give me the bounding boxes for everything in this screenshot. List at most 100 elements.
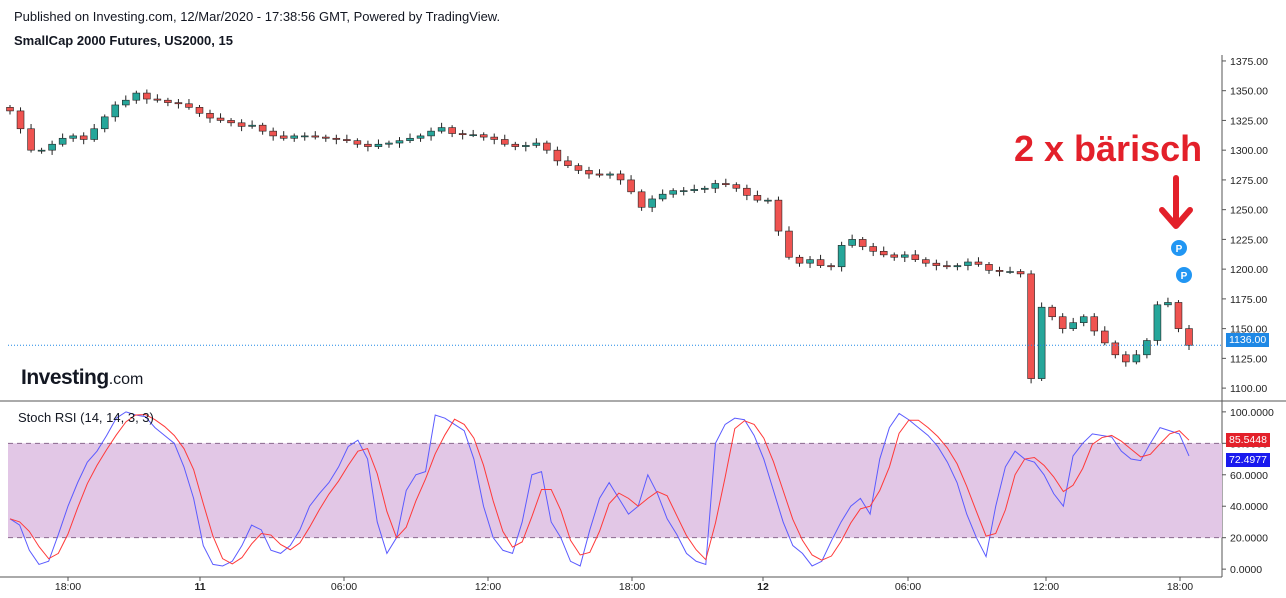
candle-body	[995, 270, 1004, 272]
candle-body	[185, 103, 193, 108]
price-tick-label: 1100.00	[1230, 383, 1267, 395]
candle-body	[932, 262, 941, 266]
candle-body	[100, 116, 109, 130]
candle-body	[774, 199, 783, 232]
candle-body	[637, 191, 646, 208]
candle-body	[564, 160, 572, 166]
candle-body	[1090, 316, 1099, 332]
candle-body	[901, 254, 909, 258]
pivot-marker-label: P	[1181, 271, 1188, 282]
candle-body	[1101, 330, 1109, 344]
time-tick-label: 12	[757, 581, 769, 593]
time-tick-label: 12:00	[475, 581, 501, 593]
pivot-marker-icon	[1171, 240, 1187, 256]
candle-body	[1006, 271, 1014, 273]
time-tick-label: 18:00	[55, 581, 81, 593]
indicator-tick-label: 100.0000	[1230, 407, 1274, 419]
stoch-d-line	[9, 413, 1190, 565]
candle-body	[1111, 342, 1120, 356]
price-tick-label: 1275.00	[1230, 175, 1268, 187]
candle-body	[953, 265, 962, 268]
candle-body	[479, 134, 488, 138]
candle-body	[427, 130, 435, 137]
candle-body	[16, 110, 25, 130]
time-tick-label: 06:00	[331, 581, 357, 593]
candle-body	[585, 170, 593, 175]
candle-body	[1037, 306, 1046, 379]
candle-body	[37, 149, 46, 152]
d-value-tag: 72.4977	[1226, 453, 1270, 467]
candle-body	[985, 264, 993, 271]
candle-body	[311, 135, 320, 138]
candle-body	[111, 104, 120, 118]
candle-body	[879, 250, 888, 256]
price-tick-label: 1225.00	[1230, 234, 1268, 246]
candle-body	[27, 128, 35, 151]
candle-body	[574, 165, 583, 171]
price-tick-label: 1325.00	[1230, 115, 1268, 127]
candle-body	[416, 135, 425, 139]
candle-body	[553, 149, 562, 162]
candle-body	[1143, 340, 1151, 356]
candle-body	[869, 246, 877, 252]
candle-body	[648, 198, 656, 208]
candle-body	[795, 256, 804, 264]
candle-body	[69, 135, 77, 139]
time-tick-label: 18:00	[1167, 581, 1193, 593]
candle-body	[890, 254, 899, 258]
candle-body	[922, 259, 930, 264]
instrument-title: SmallCap 2000 Futures, US2000, 15	[14, 33, 233, 48]
candle-body	[122, 99, 130, 106]
k-value-tag: 85.5448	[1226, 433, 1270, 447]
overbought-oversold-band	[8, 443, 1222, 538]
candle-body	[1174, 302, 1183, 329]
candle-body	[174, 102, 183, 105]
candle-body	[690, 189, 699, 191]
candle-body	[1027, 273, 1035, 379]
price-tick-label: 1250.00	[1230, 205, 1268, 217]
candle-body	[806, 259, 814, 264]
candle-body	[827, 265, 835, 268]
candle-body	[732, 184, 741, 189]
candle-body	[364, 143, 372, 147]
candle-body	[1132, 354, 1141, 363]
candle-body	[722, 183, 730, 185]
stoch-k-line	[9, 411, 1190, 567]
candle-body	[269, 130, 277, 137]
published-info: Published on Investing.com, 12/Mar/2020 …	[14, 9, 501, 24]
candle-body	[1069, 322, 1077, 329]
candle-body	[1164, 302, 1172, 306]
price-tick-label: 1175.00	[1230, 294, 1267, 306]
investing-logo: Investing.com	[21, 366, 144, 389]
price-tick-label: 1350.00	[1230, 86, 1268, 98]
candle-body	[164, 99, 172, 103]
candle-body	[595, 173, 604, 176]
candle-body	[258, 124, 267, 132]
candle-body	[532, 142, 541, 146]
candle-body	[227, 120, 235, 124]
time-tick-label: 18:00	[619, 581, 645, 593]
candle-body	[858, 239, 867, 247]
price-tick-label: 1125.00	[1230, 353, 1267, 365]
candle-body	[395, 140, 404, 144]
candle-body	[216, 117, 225, 121]
candle-body	[974, 261, 983, 265]
candle-body	[290, 135, 298, 139]
candle-body	[48, 143, 56, 151]
candle-body	[300, 135, 309, 138]
candle-body	[658, 193, 667, 200]
indicator-label: Stoch RSI (14, 14, 3, 3)	[18, 410, 154, 425]
bearish-annotation: 2 x bärisch	[1014, 128, 1203, 169]
candle-body	[374, 143, 383, 147]
candle-body	[669, 190, 677, 195]
candle-body	[490, 136, 499, 140]
candle-body	[627, 179, 635, 193]
candle-body	[195, 107, 204, 114]
price-tick-label: 1150.00	[1230, 324, 1267, 336]
time-tick-label: 12:00	[1033, 581, 1059, 593]
candle-body	[1058, 316, 1067, 329]
candle-body	[279, 135, 288, 139]
candle-body	[679, 190, 688, 192]
candle-body	[1048, 306, 1056, 318]
